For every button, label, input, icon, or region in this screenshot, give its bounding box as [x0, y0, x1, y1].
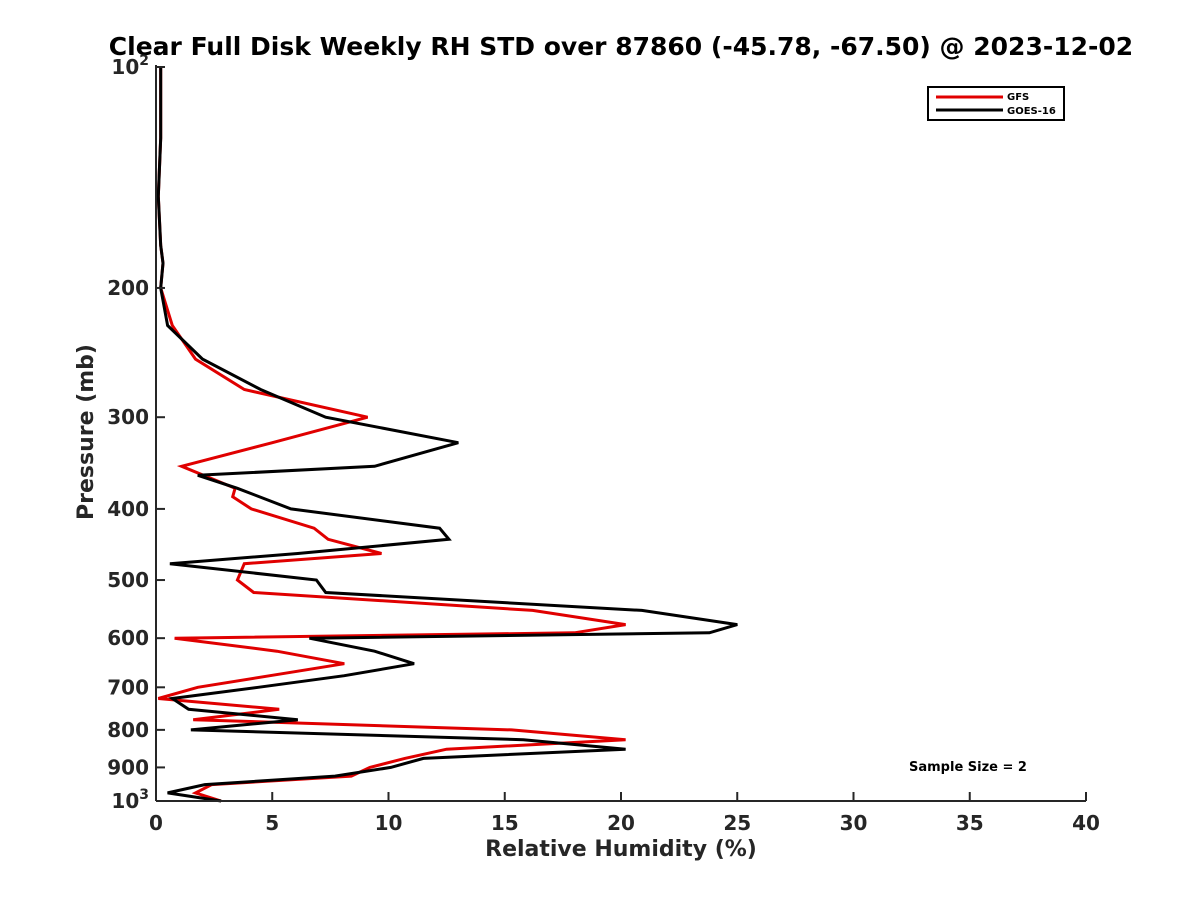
legend-label-goes16: GOES-16: [1007, 106, 1056, 117]
y-tick-label: 500: [107, 568, 149, 592]
x-tick-label: 15: [491, 811, 519, 835]
legend: GFS GOES-16: [927, 86, 1065, 121]
y-tick-label: 102: [111, 53, 149, 79]
x-tick-label: 30: [840, 811, 868, 835]
chart-title: Clear Full Disk Weekly RH STD over 87860…: [109, 32, 1133, 61]
legend-label-gfs: GFS: [1007, 92, 1029, 103]
y-tick-label: 300: [107, 405, 149, 429]
y-tick-label: 400: [107, 497, 149, 521]
x-tick-label: 40: [1072, 811, 1100, 835]
series-line-goes16: [156, 67, 738, 803]
y-axis-label: Pressure (mb): [74, 344, 99, 520]
x-tick-label: 10: [375, 811, 403, 835]
y-tick-label: 200: [107, 276, 149, 300]
x-tick-label: 25: [723, 811, 751, 835]
x-tick-label: 5: [265, 811, 279, 835]
y-tick-label: 800: [107, 718, 149, 742]
x-tick-label: 20: [607, 811, 635, 835]
legend-box: [927, 86, 1065, 121]
axes-layer: 0 5 10 15 20 25 30 35 40 102 200 300 400 500 600 700 800…: [107, 53, 1100, 835]
y-tick-label: 700: [107, 675, 149, 699]
series-layer: [156, 67, 738, 803]
x-tick-label: 35: [956, 811, 984, 835]
x-axis-label: Relative Humidity (%): [485, 837, 757, 862]
y-tick-label: 103: [111, 787, 149, 813]
sample-size-annotation: Sample Size = 2: [909, 760, 1027, 775]
x-tick-label: 0: [149, 811, 163, 835]
y-tick-label: 900: [107, 755, 149, 779]
y-tick-label: 600: [107, 626, 149, 650]
